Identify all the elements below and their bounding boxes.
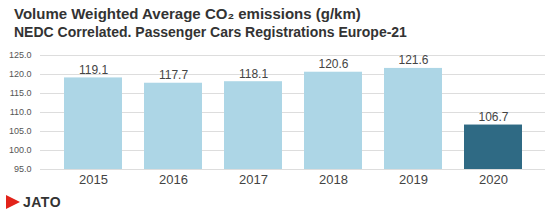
svg-text:120.6: 120.6 [318,57,348,71]
svg-text:2018: 2018 [319,172,348,187]
svg-text:118.1: 118.1 [239,67,268,81]
svg-text:95.0: 95.0 [14,164,32,174]
svg-text:120.0: 120.0 [9,69,32,79]
svg-text:2019: 2019 [399,172,428,187]
svg-text:125.0: 125.0 [9,50,32,60]
html-text:JATO: JATO [23,194,61,210]
svg-text:2015: 2015 [79,172,108,187]
svg-text:119.1: 119.1 [79,63,108,77]
svg-text:2016: 2016 [159,172,188,187]
svg-text:121.6: 121.6 [398,53,428,67]
html-text:NEDC Correlated. Passenger Car: NEDC Correlated. Passenger Cars Registra… [14,24,407,40]
svg-text:110.0: 110.0 [10,107,32,117]
svg-text:100.0: 100.0 [9,145,32,155]
svg-text:115.0: 115.0 [10,88,32,98]
svg-text:2017: 2017 [239,172,268,187]
svg-text:105.0: 105.0 [9,126,32,136]
svg-text:2020: 2020 [479,172,508,187]
svg-text:106.7: 106.7 [478,110,508,124]
html-text:Volume Weighted Average CO₂ em: Volume Weighted Average CO₂ emissions (g… [14,5,361,22]
svg-text:117.7: 117.7 [159,68,188,82]
